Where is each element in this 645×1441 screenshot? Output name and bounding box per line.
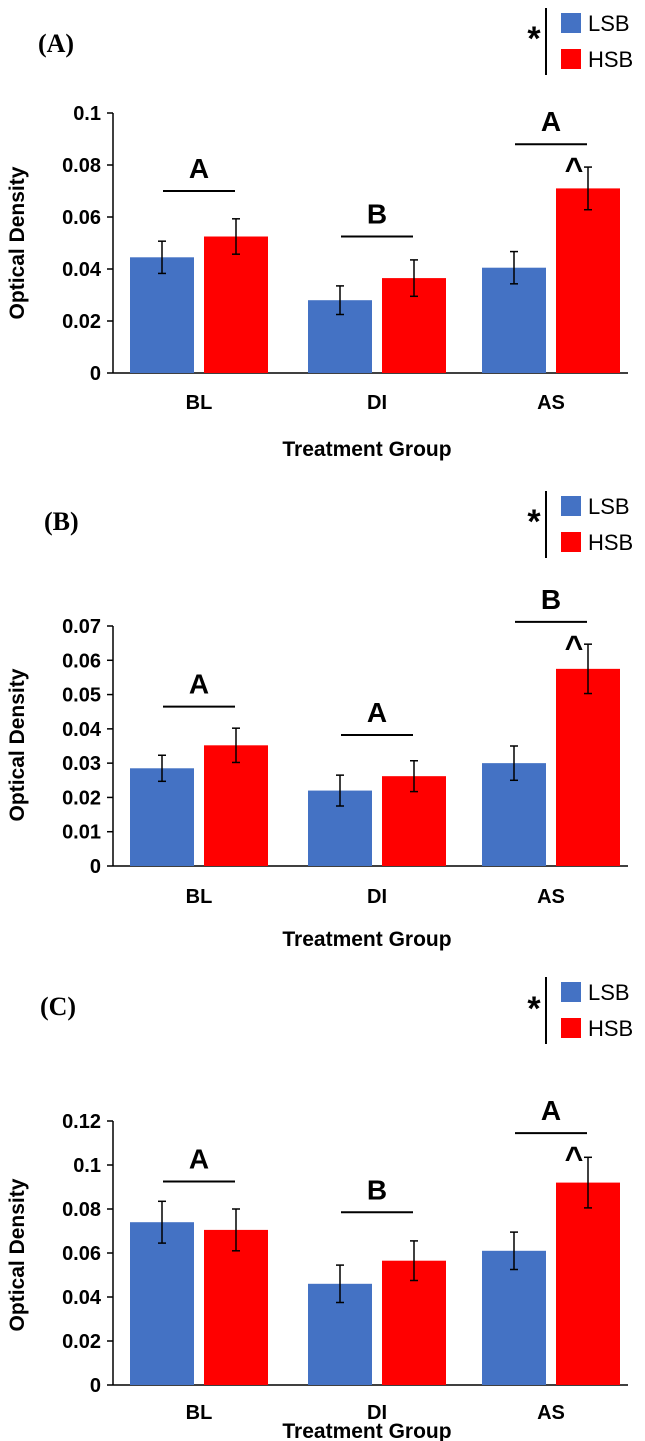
x-tick-label: BL — [186, 392, 213, 414]
y-tick-label: 0.05 — [62, 685, 101, 707]
y-tick-label: 0.01 — [62, 822, 101, 844]
x-axis-title: Treatment Group — [282, 928, 451, 951]
y-tick-label: 0.06 — [62, 207, 101, 229]
legend-swatch-hsb — [561, 49, 581, 69]
significance-letter: A — [541, 106, 561, 137]
legend-swatch-lsb — [561, 982, 581, 1002]
x-tick-label: AS — [537, 886, 565, 908]
y-tick-label: 0 — [90, 1375, 101, 1397]
bar-lsb-bl — [130, 257, 194, 373]
y-tick-label: 0.07 — [62, 616, 101, 638]
y-tick-label: 0.1 — [73, 103, 101, 125]
y-tick-label: 0.08 — [62, 1199, 101, 1221]
x-tick-label: DI — [367, 1402, 387, 1424]
y-axis-title: Optical Density — [6, 668, 29, 821]
y-axis-title: Optical Density — [6, 1178, 29, 1331]
x-axis-title: Treatment Group — [282, 438, 451, 461]
y-tick-label: 0.04 — [62, 259, 102, 281]
bar-hsb-bl — [204, 745, 268, 866]
y-tick-label: 0.04 — [62, 1287, 102, 1309]
legend-label: HSB — [588, 530, 633, 555]
y-tick-label: 0.12 — [62, 1111, 101, 1133]
y-tick-label: 0 — [90, 363, 101, 385]
legend-swatch-lsb — [561, 496, 581, 516]
significance-letter: B — [541, 584, 561, 615]
y-tick-label: 0.03 — [62, 753, 101, 775]
x-axis-title: Treatment Group — [282, 1420, 451, 1441]
bar-lsb-as — [482, 1250, 546, 1385]
hsb-marker: ^ — [565, 1140, 584, 1176]
bar-hsb-bl — [204, 236, 268, 373]
legend-label: HSB — [588, 1016, 633, 1041]
legend-star: * — [527, 990, 541, 1028]
y-tick-label: 0.06 — [62, 650, 101, 672]
x-tick-label: AS — [537, 392, 565, 414]
legend-swatch-hsb — [561, 1018, 581, 1038]
bar-hsb-as — [556, 1182, 620, 1385]
significance-letter: B — [367, 199, 387, 230]
hsb-marker: ^ — [565, 151, 584, 187]
bar-hsb-as — [556, 188, 620, 373]
bar-lsb-bl — [130, 1222, 194, 1385]
significance-letter: B — [367, 1174, 387, 1205]
significance-letter: A — [541, 1095, 561, 1126]
legend-label: LSB — [588, 11, 630, 36]
y-tick-label: 0.1 — [73, 1155, 101, 1177]
legend-label: LSB — [588, 980, 630, 1005]
chart-panel-2: (B) 0 0.01 0.02 0.03 0.04 0.05 0.06 0.07 Optical … — [6, 491, 633, 951]
significance-letter: A — [189, 1144, 209, 1175]
y-axis-title: Optical Density — [6, 166, 29, 319]
panel-label: (A) — [38, 29, 74, 58]
legend-star: * — [527, 20, 541, 58]
significance-letter: A — [189, 669, 209, 700]
legend-swatch-lsb — [561, 13, 581, 33]
x-tick-label: BL — [186, 886, 213, 908]
panel-label: (C) — [40, 992, 76, 1021]
y-tick-label: 0 — [90, 856, 101, 878]
y-tick-label: 0.02 — [62, 787, 101, 809]
x-tick-label: AS — [537, 1402, 565, 1424]
significance-letter: A — [189, 153, 209, 184]
x-tick-label: BL — [186, 1402, 213, 1424]
x-tick-label: DI — [367, 392, 387, 414]
bar-hsb-bl — [204, 1229, 268, 1385]
y-tick-label: 0.02 — [62, 311, 101, 333]
y-tick-label: 0.04 — [62, 719, 102, 741]
chart-panel-3: (C) 0 0.02 0.04 0.06 0.08 0.1 0.12 Optical Densi… — [6, 977, 633, 1441]
legend-label: HSB — [588, 47, 633, 72]
y-tick-label: 0.08 — [62, 155, 101, 177]
bar-lsb-as — [482, 267, 546, 373]
legend-label: LSB — [588, 494, 630, 519]
y-tick-label: 0.02 — [62, 1331, 101, 1353]
legend-star: * — [527, 503, 541, 541]
y-tick-label: 0.06 — [62, 1243, 101, 1265]
bar-hsb-as — [556, 668, 620, 866]
x-tick-label: DI — [367, 886, 387, 908]
significance-letter: A — [367, 697, 387, 728]
panel-label: (B) — [44, 507, 79, 536]
legend-swatch-hsb — [561, 532, 581, 552]
bar-lsb-bl — [130, 768, 194, 866]
bar-hsb-di — [382, 1260, 446, 1385]
hsb-marker: ^ — [565, 629, 584, 665]
